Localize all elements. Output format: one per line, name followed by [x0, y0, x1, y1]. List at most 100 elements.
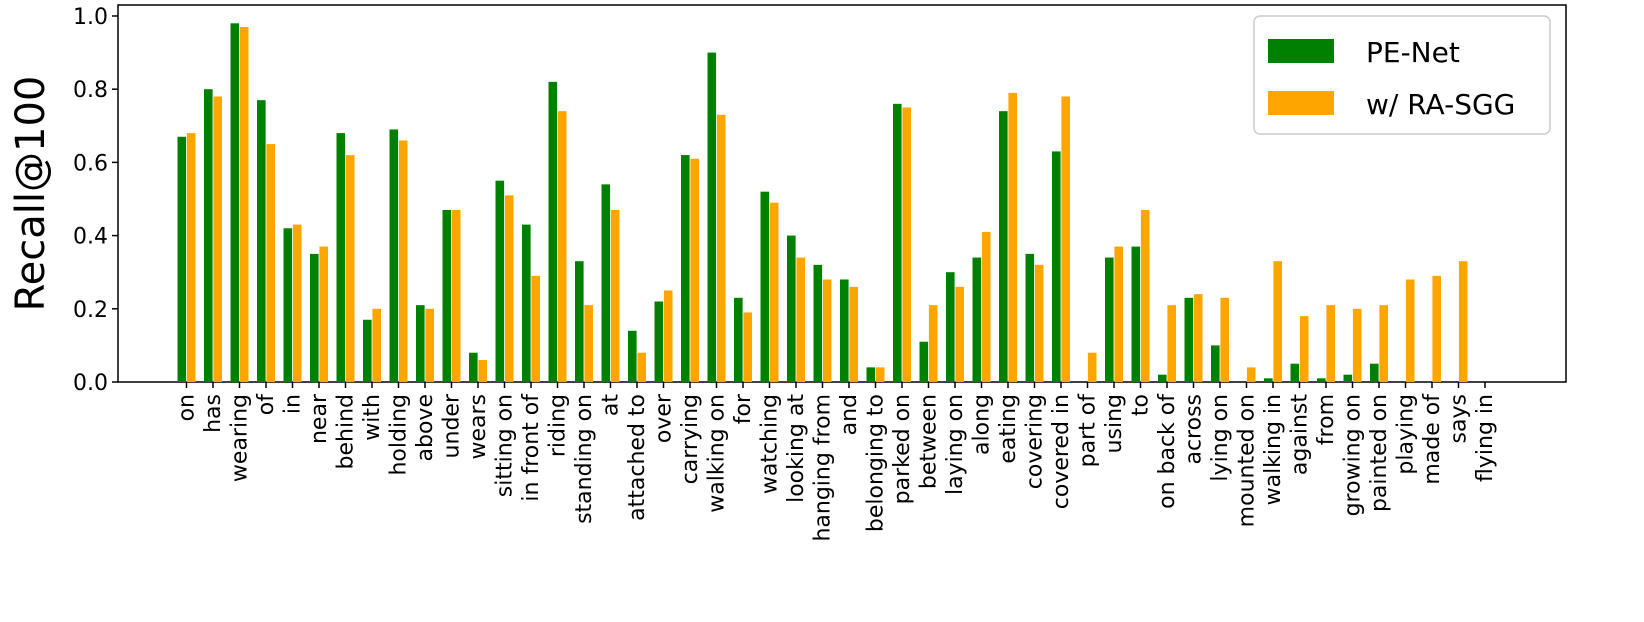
x-tick-label: hanging from: [811, 394, 836, 542]
bar-pe-net: [1370, 363, 1379, 382]
bar-pe-net: [654, 301, 664, 382]
bar-ra-sgg: [1379, 305, 1388, 382]
bar-ra-sgg: [1299, 316, 1309, 382]
x-tick-label: attached to: [625, 394, 650, 521]
bar-ra-sgg: [319, 246, 328, 382]
bar-pe-net: [469, 352, 478, 382]
bar-pe-net: [1158, 374, 1167, 382]
bar-ra-sgg: [1220, 297, 1229, 382]
bar-ra-sgg: [716, 114, 726, 382]
x-tick-label: covering: [1023, 394, 1048, 489]
bar-ra-sgg: [610, 209, 620, 382]
bar-ra-sgg: [690, 158, 699, 382]
bar-ra-sgg: [451, 209, 461, 382]
x-tick-label: watching: [758, 394, 783, 494]
x-tick-label: sitting on: [493, 394, 518, 497]
legend-swatch-ra-sgg: [1268, 91, 1334, 115]
bar-ra-sgg: [902, 107, 911, 383]
x-tick-label: lying on: [1208, 394, 1233, 482]
x-axis: on has wearing of in near behind with holding abo…: [175, 382, 1498, 542]
x-tick-label: over: [652, 393, 677, 443]
x-tick-label: wears: [466, 394, 491, 460]
bar-ra-sgg: [1008, 92, 1017, 382]
bar-ra-sgg: [1246, 367, 1256, 382]
x-tick-label: and: [837, 394, 862, 435]
bar-pe-net: [840, 279, 849, 382]
y-tick-label: 0.8: [73, 78, 108, 103]
x-tick-label: standing on: [572, 394, 597, 524]
x-tick-label: has: [201, 394, 226, 433]
bar-ra-sgg: [637, 352, 646, 382]
bar-pe-net: [548, 81, 558, 383]
bar-ra-sgg: [663, 290, 673, 382]
bar-ra-sgg: [1352, 308, 1362, 382]
x-tick-label: using: [1102, 394, 1127, 453]
x-tick-label: in front of: [519, 393, 544, 502]
bar-pe-net: [707, 52, 717, 382]
bar-ra-sgg: [743, 312, 752, 382]
bar-ra-sgg: [1087, 352, 1097, 382]
x-tick-label: parked on: [890, 394, 915, 504]
bar-ra-sgg: [1458, 261, 1468, 382]
bar-pe-net: [946, 272, 955, 382]
bar-pe-net: [1105, 257, 1114, 382]
legend-swatch-pe-net: [1268, 39, 1334, 63]
bar-ra-sgg: [372, 308, 381, 382]
bars-group: [177, 23, 1468, 383]
bar-pe-net: [1052, 151, 1061, 382]
x-tick-label: eating: [996, 394, 1021, 464]
x-tick-label: holding: [387, 394, 412, 476]
bar-pe-net: [681, 155, 690, 382]
bar-pe-net: [1264, 378, 1273, 382]
x-tick-label: wearing: [228, 394, 253, 482]
bar-ra-sgg: [1114, 246, 1123, 382]
x-tick-label: made of: [1420, 393, 1445, 485]
bar-pe-net: [1343, 374, 1353, 382]
x-tick-label: flying in: [1473, 394, 1498, 482]
bar-ra-sgg: [1193, 294, 1203, 382]
bar-pe-net: [257, 100, 266, 383]
legend-label-ra-sgg: w/ RA-SGG: [1366, 88, 1515, 121]
bar-pe-net: [919, 341, 929, 382]
bar-ra-sgg: [769, 202, 779, 382]
x-tick-label: growing on: [1341, 394, 1366, 516]
x-tick-label: with: [360, 394, 385, 441]
bar-pe-net: [177, 136, 187, 382]
bar-pe-net: [283, 228, 293, 382]
bar-pe-net: [1211, 345, 1220, 382]
bar-pe-net: [601, 184, 611, 382]
bar-ra-sgg: [213, 96, 222, 382]
bar-ra-sgg: [1061, 96, 1070, 382]
bar-pe-net: [575, 261, 584, 382]
bar-pe-net: [363, 319, 372, 382]
x-tick-label: to: [1129, 394, 1154, 416]
bar-ra-sgg: [266, 144, 275, 382]
bar-ra-sgg: [292, 224, 302, 382]
bar-pe-net: [495, 180, 505, 382]
x-tick-label: playing: [1394, 394, 1419, 475]
x-tick-label: against: [1288, 394, 1313, 475]
bar-ra-sgg: [981, 231, 991, 382]
bar-ra-sgg: [531, 275, 540, 382]
y-tick-label: 0.4: [73, 225, 108, 250]
x-tick-label: laying on: [943, 394, 968, 495]
y-tick-label: 0.0: [73, 371, 108, 396]
bar-ra-sgg: [1326, 305, 1335, 382]
bar-pe-net: [999, 111, 1008, 383]
bar-pe-net: [522, 224, 531, 382]
x-tick-label: mounted on: [1235, 394, 1260, 527]
x-tick-label: part of: [1076, 393, 1101, 468]
bar-ra-sgg: [928, 305, 938, 382]
legend-label-pe-net: PE-Net: [1366, 36, 1460, 69]
x-tick-label: of: [254, 393, 279, 415]
y-axis: 0.0 0.2 0.4 0.6 0.8 1.0: [73, 5, 118, 396]
x-tick-label: looking at: [784, 394, 809, 503]
x-tick-label: across: [1182, 394, 1207, 465]
bar-ra-sgg: [875, 367, 885, 382]
bar-pe-net: [442, 209, 452, 382]
y-axis-label: Recall@100: [8, 76, 54, 312]
bar-pe-net: [1184, 297, 1194, 382]
x-tick-label: from: [1314, 394, 1339, 445]
bar-pe-net: [866, 367, 876, 382]
